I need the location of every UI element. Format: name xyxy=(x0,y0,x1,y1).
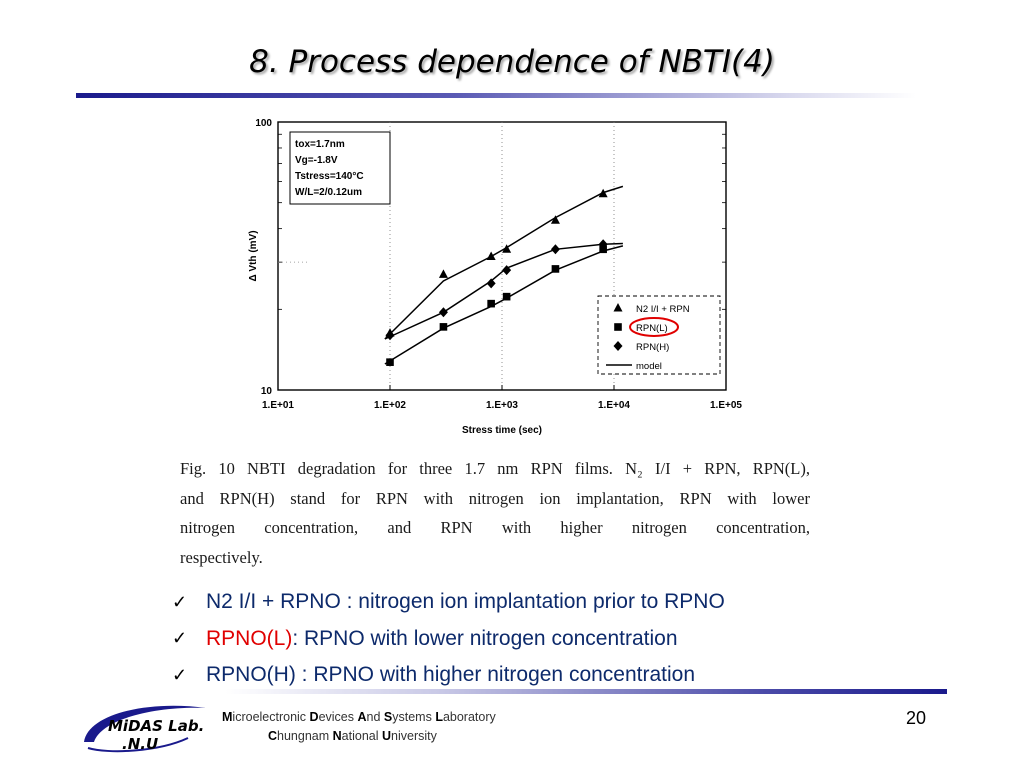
data-point-square xyxy=(487,299,495,308)
bullet-item: ✓ RPNO(L) : RPNO with lower nitrogen con… xyxy=(172,621,932,658)
univ-name-part: ational xyxy=(341,729,382,743)
title-underline xyxy=(76,93,916,98)
legend-label: RPN(L) xyxy=(636,323,668,334)
conditions-box xyxy=(289,131,391,205)
data-point-triangle xyxy=(598,188,608,198)
data-point-triangle xyxy=(613,303,623,312)
bullet-highlight: RPNO(L) xyxy=(206,626,293,650)
y-tick-label: 10 xyxy=(261,386,273,397)
caption-line: nitrogen concentration, and RPN with hig… xyxy=(180,518,810,537)
nbti-figure: 1.E+01 1.E+02 1.E+03 1.E+04 1.E+05 10 100 Stres… xyxy=(240,110,760,442)
lab-name-cap: L xyxy=(435,710,443,724)
caption-line: and RPN(H) stand for RPN with nitrogen i… xyxy=(180,488,810,508)
x-axis-label: Stress time (sec) xyxy=(462,425,542,436)
univ-name-cap: C xyxy=(268,729,278,743)
data-point-square xyxy=(551,265,560,273)
data-point-triangle xyxy=(438,269,448,278)
lab-name-part: ystems xyxy=(392,710,436,724)
bullet-list: ✓ N2 I/I + RPNO : nitrogen ion implantat… xyxy=(172,584,932,694)
univ-name-cap: N xyxy=(332,729,342,743)
checkmark-icon: ✓ xyxy=(172,628,188,649)
data-point-square xyxy=(599,245,607,254)
x-tick-label: 1.E+01 xyxy=(262,400,294,411)
lab-name-part: evices xyxy=(318,710,358,724)
caption-line: Fig. 10 NBTI degradation for three 1.7 n… xyxy=(180,459,810,478)
midas-lab-logo: MiDAS Lab. .N.U xyxy=(84,705,206,753)
caption-line: respectively. xyxy=(180,547,263,567)
university-name: Chungnam National University xyxy=(268,729,437,743)
data-point-triangle xyxy=(502,244,512,253)
data-point-square xyxy=(386,358,394,366)
y-axis-label: Δ Vth (mV) xyxy=(248,230,259,281)
univ-name-part: niversity xyxy=(391,729,437,743)
condition-text: tox=1.7nm xyxy=(295,139,345,150)
legend-label: model xyxy=(636,361,662,372)
checkmark-icon: ✓ xyxy=(172,591,188,612)
data-point-triangle xyxy=(550,215,560,224)
univ-name-cap: U xyxy=(381,729,392,743)
data-point-diamond xyxy=(385,330,395,341)
condition-text: Tstress=140°C xyxy=(295,171,364,182)
slide-title: 8. Process dependence of NBTI(4) xyxy=(249,44,775,80)
lab-name-part: icroelectronic xyxy=(232,710,310,724)
condition-text: Vg=-1.8V xyxy=(295,155,338,166)
x-tick-label: 1.E+03 xyxy=(486,400,518,411)
logo-swoosh-icon xyxy=(84,705,206,742)
data-point-triangle xyxy=(486,251,496,260)
lab-name-part: aboratory xyxy=(442,710,496,724)
data-point-diamond xyxy=(502,265,512,276)
data-point-square xyxy=(502,292,511,301)
x-tick-label: 1.E+04 xyxy=(598,400,630,411)
data-point-diamond xyxy=(486,278,496,289)
y-tick-label: 100 xyxy=(255,118,272,129)
data-point-diamond xyxy=(613,341,623,351)
nbti-chart: 1.E+01 1.E+02 1.E+03 1.E+04 1.E+05 10 100 Stres… xyxy=(248,118,742,436)
condition-text: W/L=2/0.12um xyxy=(295,187,362,198)
data-point-square xyxy=(614,323,622,331)
data-point-diamond xyxy=(438,307,448,318)
data-point-diamond xyxy=(598,239,608,250)
highlight-circle xyxy=(629,317,679,337)
bullet-text: RPNO(H) : RPNO with higher nitrogen conc… xyxy=(206,663,696,687)
checkmark-icon: ✓ xyxy=(172,664,188,685)
footer-rule xyxy=(225,689,947,694)
model-curve xyxy=(384,185,624,340)
lab-name-cap: M xyxy=(222,710,233,724)
logo-text: MiDAS Lab. xyxy=(108,717,204,735)
bullet-text: : RPNO with lower nitrogen concentration xyxy=(292,626,678,650)
lab-name-cap: D xyxy=(309,710,319,724)
data-point-diamond xyxy=(550,244,560,255)
x-tick-label: 1.E+05 xyxy=(710,400,742,411)
lab-name-part: nd xyxy=(366,710,384,724)
lab-name-cap: S xyxy=(383,710,393,724)
page-number: 20 xyxy=(906,708,927,728)
logo-arc-icon xyxy=(87,737,189,753)
univ-name-part: hungnam xyxy=(277,729,333,743)
x-tick-label: 1.E+02 xyxy=(374,400,406,411)
lab-name-cap: A xyxy=(357,710,367,724)
model-curve xyxy=(384,245,624,365)
bullet-text: N2 I/I + RPNO : nitrogen ion implantatio… xyxy=(206,590,725,614)
legend-label: N2 I/I + RPN xyxy=(636,304,690,315)
data-point-square xyxy=(439,323,448,331)
lab-name: Microelectronic Devices And Systems Labo… xyxy=(222,710,496,724)
logo-text-2: .N.U xyxy=(122,735,158,753)
figure-caption: Fig. 10 NBTI degradation for three 1.7 n… xyxy=(180,454,810,572)
legend-label: RPN(H) xyxy=(636,342,669,353)
bullet-item: ✓ N2 I/I + RPNO : nitrogen ion implantat… xyxy=(172,584,932,621)
bullet-item: ✓ RPNO(H) : RPNO with higher nitrogen co… xyxy=(172,657,932,694)
